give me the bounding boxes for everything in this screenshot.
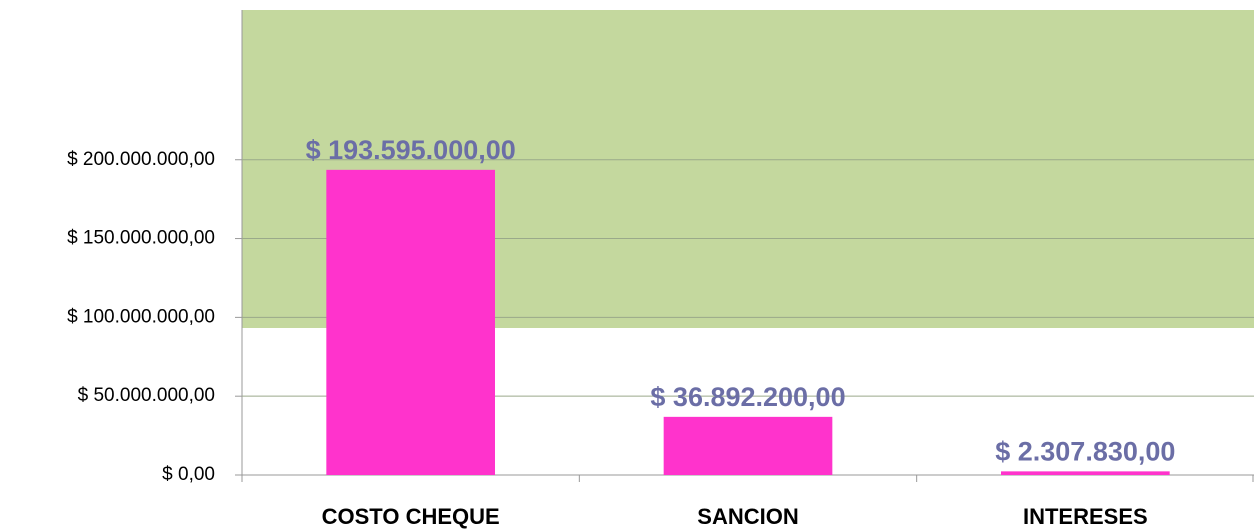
x-tick-label: SANCION [697, 504, 798, 529]
value-label: $ 193.595.000,00 [306, 135, 516, 165]
value-label: $ 36.892.200,00 [650, 382, 845, 412]
bar [1001, 471, 1170, 475]
bar [326, 169, 495, 475]
y-tick-label: $ 100.000.000,00 [67, 306, 215, 327]
value-label: $ 2.307.830,00 [995, 436, 1175, 466]
bar [663, 416, 833, 475]
x-tick-label: COSTO CHEQUE [322, 504, 500, 529]
y-tick-label: $ 50.000.000,00 [78, 385, 215, 406]
y-tick-label: $ 150.000.000,00 [67, 228, 215, 249]
y-tick-label: $ 0,00 [162, 464, 215, 485]
y-tick-label: $ 200.000.000,00 [67, 149, 215, 170]
x-tick-label: INTERESES [1023, 504, 1148, 529]
